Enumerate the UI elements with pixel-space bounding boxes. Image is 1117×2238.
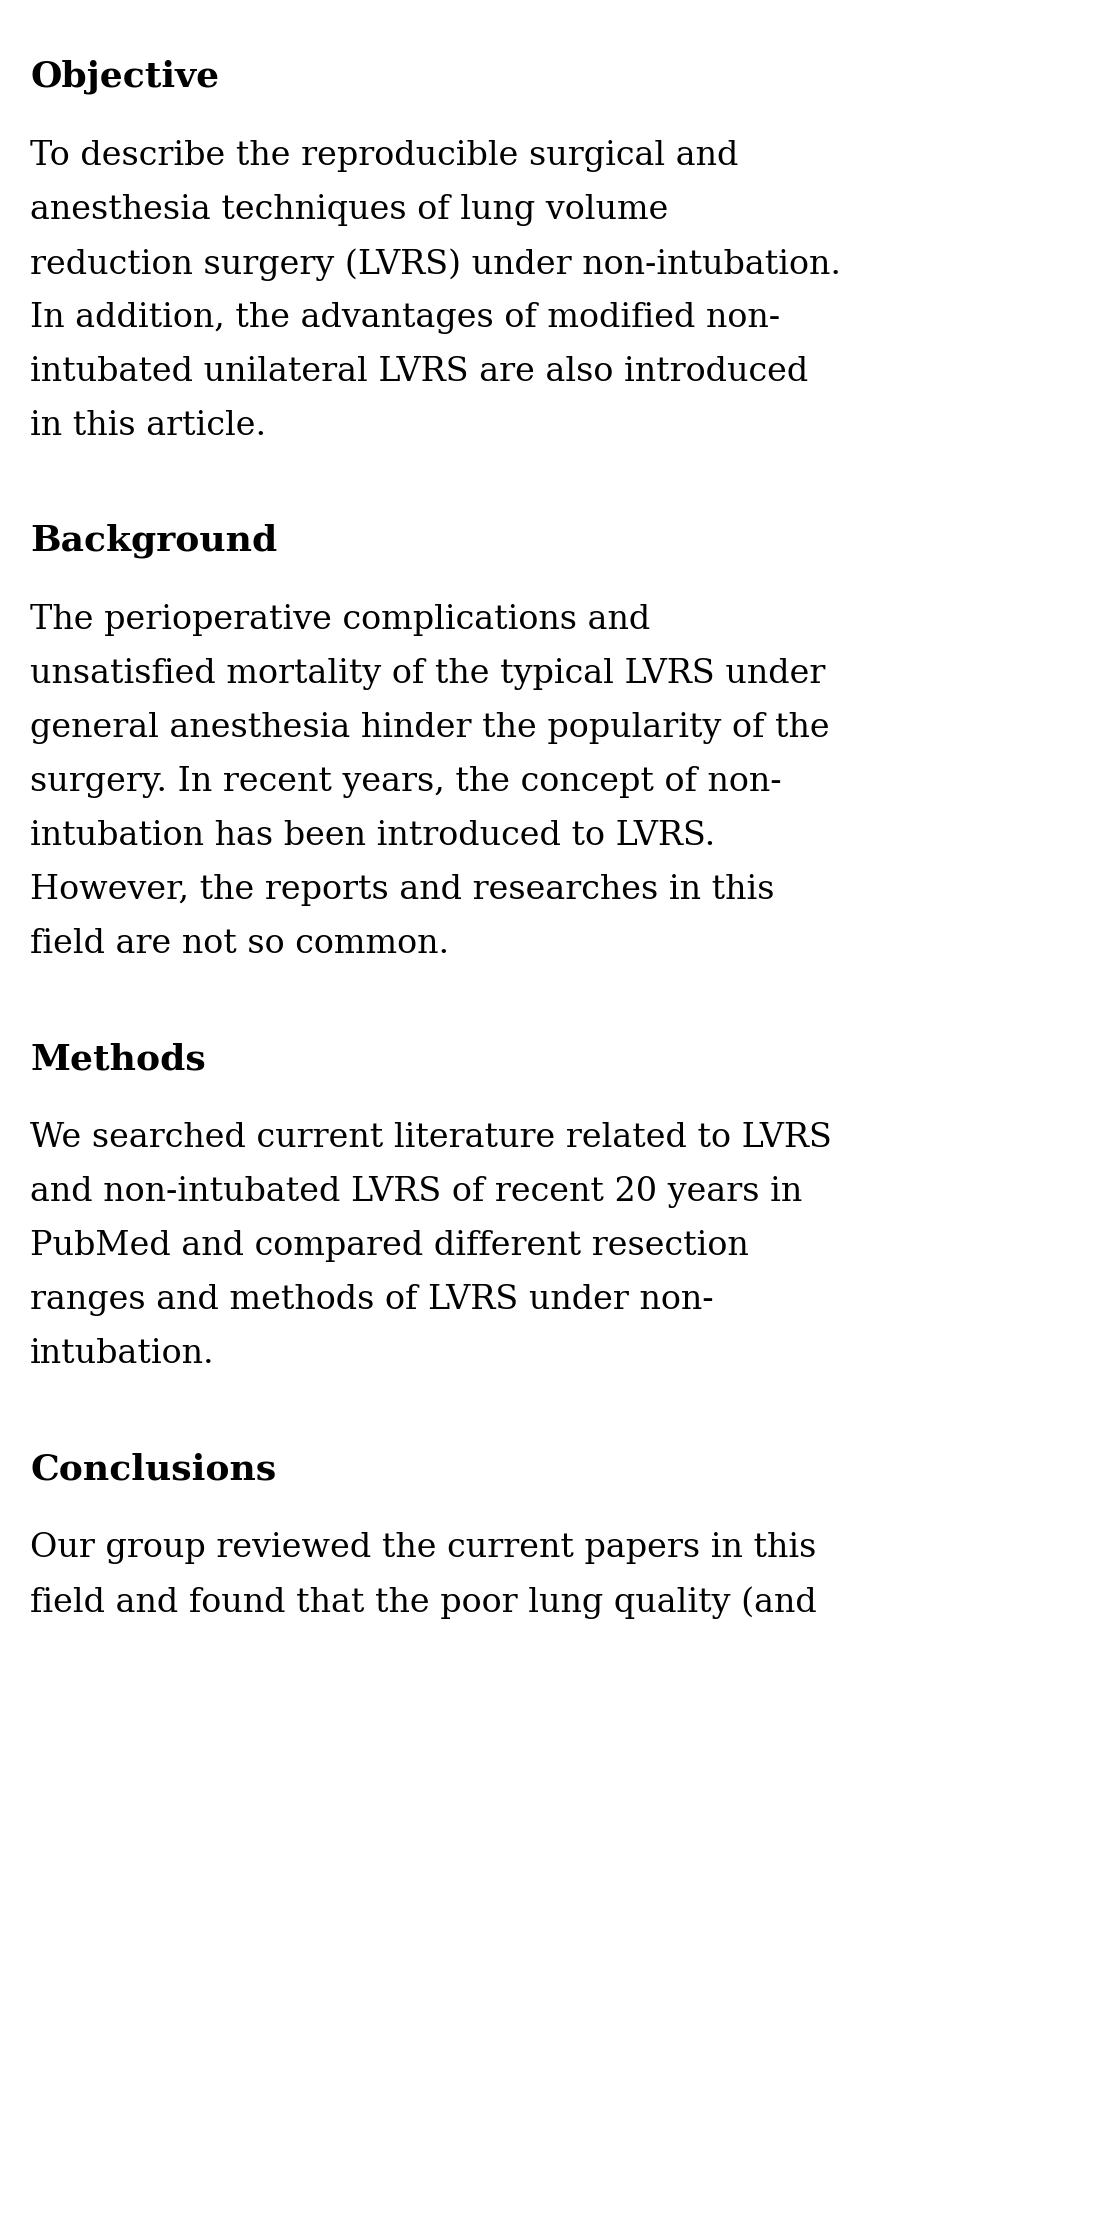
Text: intubated unilateral LVRS are also introduced: intubated unilateral LVRS are also intro… bbox=[30, 356, 809, 387]
Text: Background: Background bbox=[30, 524, 277, 560]
Text: ranges and methods of LVRS under non-: ranges and methods of LVRS under non- bbox=[30, 1285, 714, 1316]
Text: PubMed and compared different resection: PubMed and compared different resection bbox=[30, 1231, 748, 1262]
Text: Conclusions: Conclusions bbox=[30, 1452, 276, 1486]
Text: intubation has been introduced to LVRS.: intubation has been introduced to LVRS. bbox=[30, 819, 715, 853]
Text: unsatisfied mortality of the typical LVRS under: unsatisfied mortality of the typical LVR… bbox=[30, 658, 825, 689]
Text: Methods: Methods bbox=[30, 1043, 206, 1076]
Text: in this article.: in this article. bbox=[30, 410, 266, 441]
Text: The perioperative complications and: The perioperative complications and bbox=[30, 604, 650, 636]
Text: general anesthesia hinder the popularity of the: general anesthesia hinder the popularity… bbox=[30, 712, 830, 743]
Text: Objective: Objective bbox=[30, 60, 219, 94]
Text: field and found that the poor lung quality (and: field and found that the poor lung quali… bbox=[30, 1587, 817, 1618]
Text: Our group reviewed the current papers in this: Our group reviewed the current papers in… bbox=[30, 1533, 817, 1564]
Text: anesthesia techniques of lung volume: anesthesia techniques of lung volume bbox=[30, 195, 668, 226]
Text: intubation.: intubation. bbox=[30, 1338, 214, 1370]
Text: We searched current literature related to LVRS: We searched current literature related t… bbox=[30, 1121, 832, 1155]
Text: and non-intubated LVRS of recent 20 years in: and non-intubated LVRS of recent 20 year… bbox=[30, 1175, 802, 1209]
Text: field are not so common.: field are not so common. bbox=[30, 929, 449, 960]
Text: In addition, the advantages of modified non-: In addition, the advantages of modified … bbox=[30, 302, 780, 333]
Text: To describe the reproducible surgical and: To describe the reproducible surgical an… bbox=[30, 141, 738, 172]
Text: reduction surgery (LVRS) under non-intubation.: reduction surgery (LVRS) under non-intub… bbox=[30, 248, 841, 280]
Text: surgery. In recent years, the concept of non-: surgery. In recent years, the concept of… bbox=[30, 765, 782, 799]
Text: However, the reports and researches in this: However, the reports and researches in t… bbox=[30, 875, 774, 906]
